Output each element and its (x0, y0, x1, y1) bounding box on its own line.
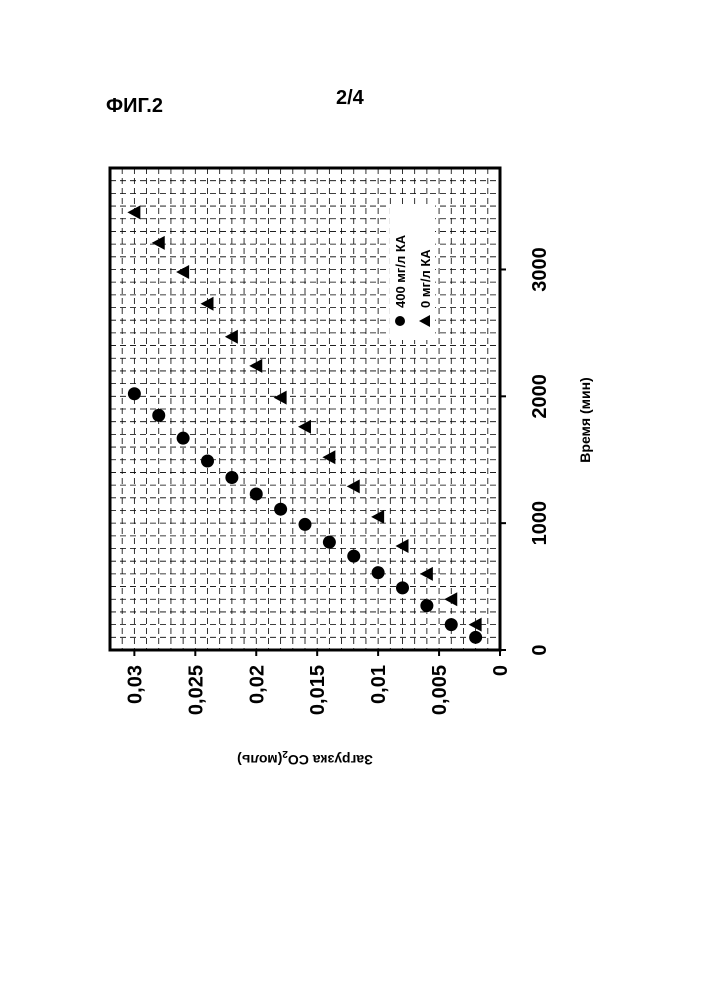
data-point-triangle (396, 539, 409, 553)
y-tick-label: 0,015 (307, 665, 329, 715)
data-point-circle (420, 599, 433, 612)
data-point-circle (469, 631, 482, 644)
data-point-triangle (347, 479, 360, 493)
data-point-circle (445, 618, 458, 631)
data-point-circle (201, 455, 214, 468)
x-tick-label: 1000 (529, 501, 551, 546)
data-point-circle (323, 536, 336, 549)
data-point-circle (177, 432, 190, 445)
x-axis-ticks: 0 1000 2000 3000 (500, 247, 551, 655)
grid-lines (110, 168, 500, 650)
y-axis-ticks: 0 0,005 0,01 0,015 0,02 0,025 0,03 (124, 650, 512, 715)
y-tick-label: 0 (490, 665, 512, 676)
data-point-circle (347, 550, 360, 563)
x-tick-label: 2000 (529, 374, 551, 419)
data-point-triangle (176, 265, 189, 279)
data-point-triangle (469, 618, 482, 632)
y-axis-title: Загрузка CO2(моль) (237, 748, 373, 768)
data-point-circle (152, 409, 165, 422)
data-point-circle (372, 566, 385, 579)
y-tick-label: 0,01 (368, 665, 390, 704)
legend: 400 мг/л КА 0 мг/л КА (390, 205, 435, 340)
legend-label: 0 мг/л КА (418, 249, 433, 308)
x-axis-title: Время (мин) (577, 377, 593, 462)
data-point-circle (274, 503, 287, 516)
data-point-triangle (444, 592, 457, 606)
y-tick-label: 0,02 (246, 665, 268, 704)
x-tick-label: 3000 (529, 247, 551, 292)
data-point-circle (396, 581, 409, 594)
y-tick-label: 0,025 (185, 665, 207, 715)
data-point-triangle (127, 205, 140, 219)
legend-marker-circle (395, 316, 405, 326)
data-point-circle (299, 518, 312, 531)
data-point-triangle (371, 510, 384, 524)
legend-label: 400 мг/л КА (393, 234, 408, 308)
y-tick-label: 0,005 (429, 665, 451, 715)
data-point-circle (250, 487, 263, 500)
data-point-triangle (152, 236, 165, 250)
data-point-triangle (201, 297, 214, 311)
data-point-triangle (274, 391, 287, 405)
x-tick-label: 0 (529, 644, 551, 655)
data-point-triangle (322, 450, 335, 464)
data-point-triangle (420, 567, 433, 581)
y-tick-label: 0,03 (124, 665, 146, 704)
data-point-circle (225, 471, 238, 484)
data-point-circle (128, 387, 141, 400)
data-point-triangle (225, 330, 238, 344)
